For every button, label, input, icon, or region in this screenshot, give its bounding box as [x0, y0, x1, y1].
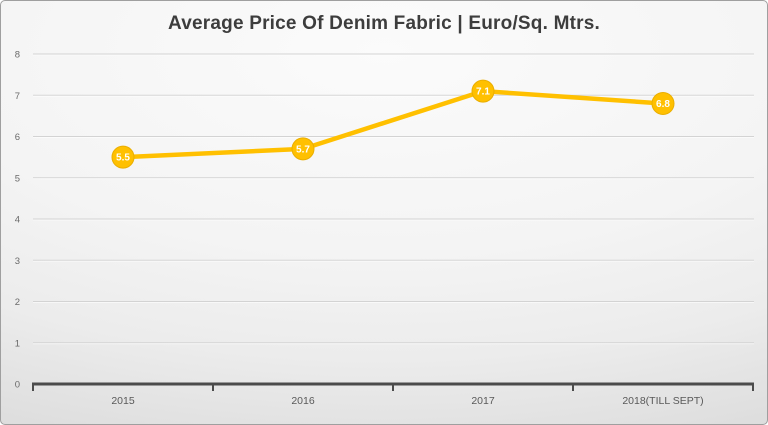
data-point-marker — [651, 92, 675, 115]
series-line — [120, 88, 666, 160]
y-tick-label: 0 — [15, 380, 20, 391]
y-tick-label: 5 — [15, 173, 20, 184]
y-tick-label: 1 — [15, 338, 20, 349]
data-point-label: 5.5 — [116, 153, 130, 164]
data-point-marker — [291, 137, 315, 161]
data-point-marker — [111, 145, 135, 169]
y-tick-label: 7 — [15, 91, 20, 102]
x-tick-label: 2016 — [291, 395, 315, 407]
x-tick-label: 2018(TILL SEPT) — [622, 395, 703, 407]
data-point-label: 6.8 — [656, 99, 670, 110]
data-point-label: 7.1 — [476, 87, 490, 98]
data-point-label: 5.7 — [296, 144, 310, 155]
x-tick-label: 2017 — [471, 395, 495, 407]
data-point-marker — [471, 79, 495, 103]
y-tick-label: 8 — [15, 50, 20, 61]
x-tick-label: 2015 — [111, 395, 135, 407]
y-tick-label: 6 — [15, 132, 20, 143]
y-tick-label: 3 — [15, 256, 20, 267]
y-tick-label: 2 — [15, 297, 20, 308]
chart-title: Average Price Of Denim Fabric | Euro/Sq.… — [168, 13, 600, 34]
y-tick-label: 4 — [15, 215, 20, 226]
